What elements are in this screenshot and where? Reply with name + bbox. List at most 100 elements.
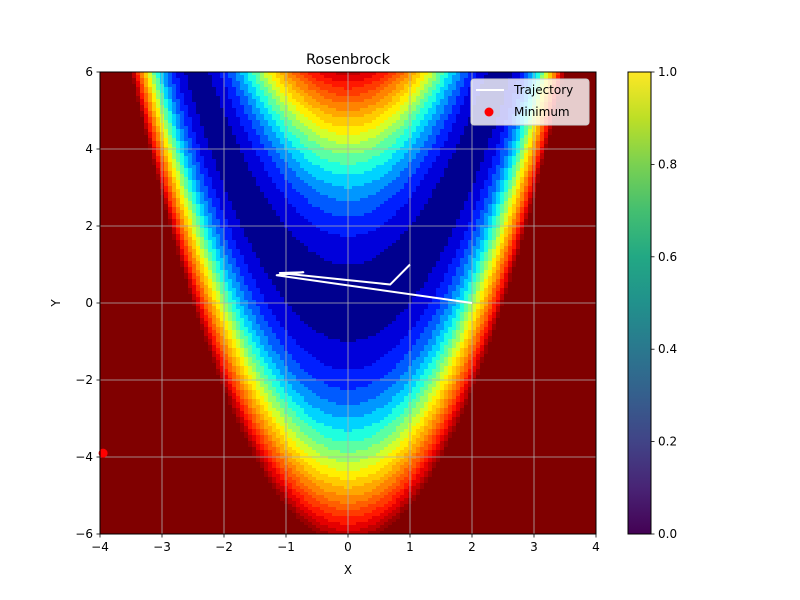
contour-cell (432, 195, 469, 199)
contour-cell (496, 231, 501, 235)
contour-cell (464, 279, 473, 283)
contour-cell (276, 135, 285, 139)
contour-cell (460, 138, 489, 142)
contour-cell (520, 189, 525, 193)
contour-cell (224, 351, 229, 355)
contour-cell (472, 381, 477, 385)
contour-cell (448, 399, 453, 403)
contour-cell (528, 72, 533, 76)
contour-cell (428, 471, 433, 475)
contour-cell (204, 195, 209, 199)
contour-cell (452, 321, 457, 325)
contour-cell (520, 162, 525, 166)
contour-cell (412, 462, 417, 466)
contour-cell (196, 267, 201, 271)
contour-cell (148, 72, 153, 76)
contour-cell (468, 348, 473, 352)
contour-cell (408, 450, 417, 454)
contour-cell (444, 402, 449, 406)
contour-cell (188, 84, 213, 88)
contour-cell (260, 324, 269, 328)
contour-cell (456, 354, 461, 358)
contour-cell (448, 264, 461, 268)
contour-cell (260, 156, 273, 160)
contour-cell (268, 303, 289, 307)
contour-cell (280, 468, 285, 472)
contour-cell (260, 72, 265, 76)
contour-cell (176, 198, 181, 202)
contour-cell (380, 153, 393, 157)
contour-cell (204, 288, 209, 292)
contour-cell (224, 81, 233, 85)
contour-cell (164, 204, 169, 208)
contour-cell (512, 261, 517, 265)
contour-cell (212, 306, 217, 310)
contour-cell (248, 237, 297, 241)
contour-cell (248, 240, 301, 244)
contour-cell (256, 432, 261, 436)
contour-cell (180, 108, 189, 112)
contour-cell (156, 114, 161, 118)
contour-cell (224, 336, 229, 340)
contour-cell (284, 363, 301, 367)
contour-cell (484, 216, 489, 220)
contour-cell (488, 273, 493, 277)
contour-cell (176, 108, 181, 112)
contour-cell (476, 351, 481, 355)
contour-cell (172, 90, 177, 94)
contour-cell (428, 444, 433, 448)
contour-cell (492, 252, 497, 256)
contour-cell (204, 339, 209, 343)
contour-cell (236, 414, 241, 418)
contour-cell (460, 405, 465, 409)
contour-cell (252, 438, 257, 442)
contour-cell (100, 279, 189, 283)
contour-cell (236, 366, 241, 370)
contour-cell (260, 360, 265, 364)
contour-cell (504, 129, 509, 133)
contour-cell (396, 240, 449, 244)
contour-cell (244, 153, 257, 157)
contour-cell (232, 297, 241, 301)
contour-cell (260, 99, 269, 103)
contour-cell (548, 132, 553, 136)
contour-cell (416, 114, 425, 118)
contour-cell (272, 177, 285, 181)
contour-cell (216, 246, 225, 250)
contour-cell (444, 276, 453, 280)
contour-cell (484, 153, 497, 157)
contour-cell (392, 411, 405, 415)
contour-cell (396, 213, 421, 217)
contour-cell (216, 330, 221, 334)
contour-cell (488, 216, 493, 220)
contour-cell (248, 387, 253, 391)
contour-cell (416, 156, 425, 160)
contour-cell (496, 207, 501, 211)
contour-cell (492, 234, 497, 238)
contour-cell (200, 225, 205, 229)
contour-cell (204, 294, 209, 298)
contour-cell (424, 423, 429, 427)
contour-cell (140, 96, 145, 100)
contour-cell (444, 81, 453, 85)
contour-cell (436, 450, 441, 454)
contour-cell (476, 366, 481, 370)
contour-cell (480, 306, 485, 310)
contour-cell (196, 186, 201, 190)
contour-cell (168, 201, 173, 205)
contour-cell (180, 114, 185, 118)
contour-cell (180, 222, 185, 226)
contour-cell (452, 81, 457, 85)
contour-cell (208, 141, 237, 145)
contour-cell (212, 243, 217, 247)
contour-cell (224, 330, 229, 334)
contour-cell (388, 453, 397, 457)
contour-cell (496, 297, 501, 301)
contour-cell (392, 90, 401, 94)
contour-cell (188, 144, 193, 148)
contour-cell (232, 270, 241, 274)
contour-cell (100, 306, 197, 310)
contour-cell (496, 228, 501, 232)
contour-cell (148, 102, 153, 106)
contour-cell (508, 228, 513, 232)
